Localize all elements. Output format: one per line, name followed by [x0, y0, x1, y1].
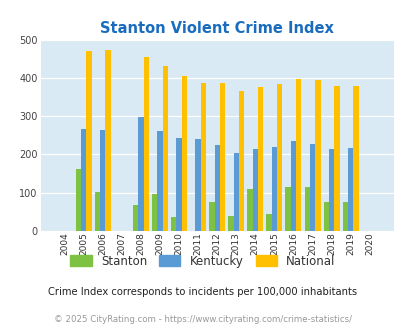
Bar: [200, 83, 206, 231]
Bar: [276, 84, 282, 231]
Title: Stanton Violent Crime Index: Stanton Violent Crime Index: [100, 21, 333, 36]
Bar: [352, 86, 358, 231]
Bar: [328, 149, 333, 231]
Bar: [258, 87, 263, 231]
Bar: [171, 217, 176, 231]
Bar: [209, 202, 214, 231]
Bar: [181, 76, 187, 231]
Bar: [214, 145, 220, 231]
Bar: [342, 202, 347, 231]
Bar: [309, 144, 314, 231]
Bar: [176, 138, 181, 231]
Bar: [271, 147, 276, 231]
Bar: [105, 50, 111, 231]
Bar: [304, 187, 309, 231]
Bar: [295, 79, 301, 231]
Bar: [347, 148, 352, 231]
Bar: [252, 149, 258, 231]
Bar: [81, 129, 86, 231]
Text: Crime Index corresponds to incidents per 100,000 inhabitants: Crime Index corresponds to incidents per…: [48, 287, 357, 297]
Bar: [247, 188, 252, 231]
Bar: [290, 141, 295, 231]
Bar: [94, 192, 100, 231]
Bar: [132, 205, 138, 231]
Bar: [239, 91, 244, 231]
Bar: [333, 85, 339, 231]
Bar: [143, 57, 149, 231]
Bar: [323, 202, 328, 231]
Bar: [138, 117, 143, 231]
Bar: [233, 153, 239, 231]
Bar: [162, 66, 168, 231]
Bar: [100, 130, 105, 231]
Bar: [220, 83, 225, 231]
Bar: [86, 51, 92, 231]
Bar: [228, 216, 233, 231]
Bar: [314, 80, 320, 231]
Bar: [266, 214, 271, 231]
Bar: [157, 131, 162, 231]
Legend: Stanton, Kentucky, National: Stanton, Kentucky, National: [66, 250, 339, 273]
Bar: [285, 187, 290, 231]
Bar: [195, 139, 200, 231]
Text: © 2025 CityRating.com - https://www.cityrating.com/crime-statistics/: © 2025 CityRating.com - https://www.city…: [54, 315, 351, 324]
Bar: [151, 194, 157, 231]
Bar: [76, 169, 81, 231]
